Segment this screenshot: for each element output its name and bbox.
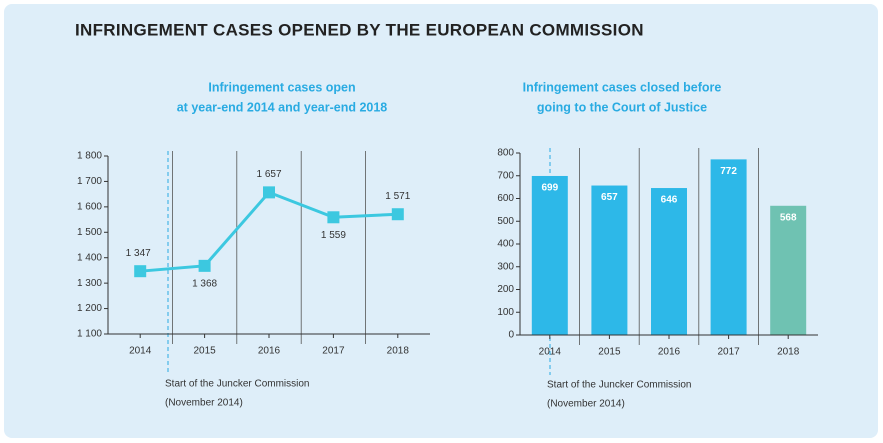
y-tick-label: 600 [497, 193, 514, 204]
y-tick-label: 0 [508, 330, 514, 341]
y-tick-label: 700 [497, 170, 514, 181]
value-label: 1 347 [126, 248, 151, 259]
x-tick-label: 2015 [193, 346, 216, 357]
value-label: 1 368 [192, 278, 217, 289]
y-tick-label: 800 [497, 148, 514, 159]
x-tick-label: 2014 [129, 346, 152, 357]
x-tick-label: 2017 [322, 346, 345, 357]
y-tick-label: 1 200 [77, 303, 102, 314]
x-tick-label: 2016 [258, 346, 281, 357]
value-label: 568 [780, 212, 797, 223]
y-tick-label: 1 300 [77, 278, 102, 289]
value-label: 699 [541, 183, 558, 194]
y-tick-label: 1 700 [77, 176, 102, 187]
x-tick-label: 2014 [539, 347, 562, 358]
y-tick-label: 200 [497, 284, 514, 295]
bar [770, 205, 807, 335]
y-tick-label: 1 600 [77, 201, 102, 212]
y-tick-label: 500 [497, 216, 514, 227]
x-tick-label: 2015 [598, 347, 621, 358]
value-label: 1 571 [385, 191, 410, 202]
point [391, 208, 404, 221]
value-label: 646 [661, 195, 678, 206]
x-tick-label: 2017 [717, 347, 740, 358]
point [263, 186, 275, 199]
bar [710, 159, 747, 335]
value-label: 772 [720, 166, 737, 177]
chart-subtitle: Infringement cases open [208, 80, 355, 94]
panel [4, 4, 878, 438]
annotation: Start of the Juncker Commission [165, 379, 310, 390]
bar [591, 185, 628, 335]
y-tick-label: 400 [497, 239, 514, 250]
point [134, 265, 147, 278]
x-tick-label: 2018 [387, 346, 410, 357]
chart-subtitle: at year-end 2014 and year-end 2018 [177, 100, 388, 114]
value-label: 1 657 [256, 169, 281, 180]
value-label: 1 559 [321, 230, 346, 241]
y-tick-label: 100 [497, 307, 514, 318]
y-tick-label: 1 800 [77, 151, 102, 162]
y-tick-label: 1 100 [77, 329, 102, 340]
chart-subtitle: Infringement cases closed before [523, 80, 722, 94]
chart-subtitle: going to the Court of Justice [537, 100, 707, 114]
y-tick-label: 1 500 [77, 227, 102, 238]
point [198, 259, 211, 272]
annotation: (November 2014) [547, 399, 625, 410]
annotation: Start of the Juncker Commission [547, 380, 692, 391]
x-tick-label: 2018 [777, 347, 800, 358]
value-label: 657 [601, 192, 618, 203]
bar [651, 188, 687, 335]
bar [531, 175, 568, 335]
annotation: (November 2014) [165, 398, 243, 409]
y-tick-label: 300 [497, 261, 514, 272]
point [327, 211, 340, 224]
x-tick-label: 2016 [658, 347, 681, 358]
title: INFRINGEMENT CASES OPENED BY THE EUROPEA… [75, 20, 644, 39]
y-tick-label: 1 400 [77, 252, 102, 263]
